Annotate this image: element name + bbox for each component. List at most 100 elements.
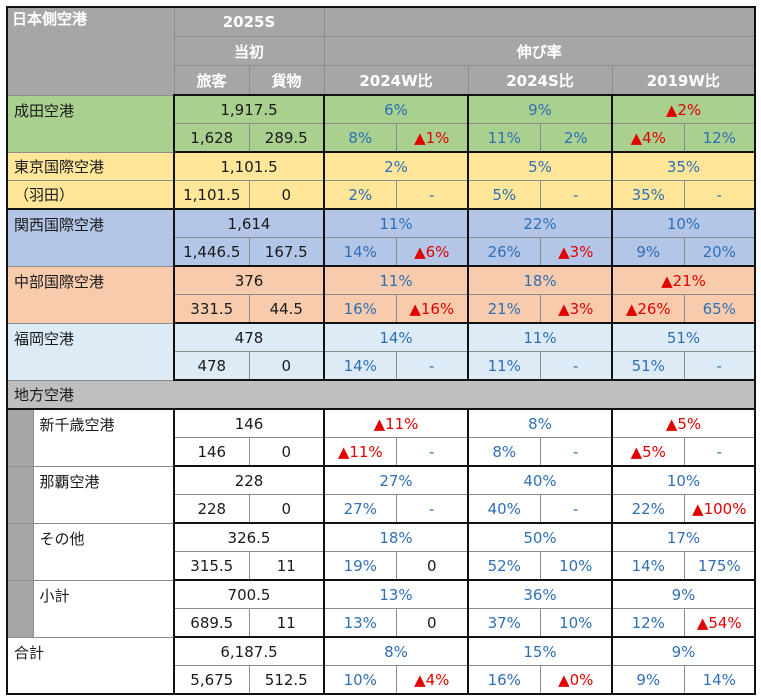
- table-row: （羽田） 1,101.5 0 2% -5% -35% -: [6, 180, 757, 210]
- growth-s24-cell: 11%: [467, 322, 614, 352]
- growth-w24-passenger-cell: 14%: [323, 351, 397, 381]
- airport-name: 東京国際空港: [6, 151, 175, 181]
- total-cell: 478: [173, 322, 326, 352]
- cargo-cell: 0: [248, 494, 326, 524]
- growth-s24-passenger-cell: 16%: [467, 665, 541, 695]
- growth-w19-passenger-cell: 12%: [611, 608, 685, 638]
- table-row: 福岡空港 478 14% 11% 51%: [6, 322, 757, 381]
- cargo-cell: 11: [248, 608, 326, 638]
- growth-w24-cargo-cell: -: [395, 437, 470, 467]
- growth-w19-cargo-cell: 175%: [683, 551, 757, 581]
- table-row: 中部国際空港 376 11% 18% ▲21%: [6, 265, 757, 324]
- growth-s24-cell: 18%: [467, 265, 614, 295]
- growth-w19-cell: ▲2%: [611, 94, 757, 124]
- growth-w24-cell: 18%: [323, 522, 470, 552]
- growth-s24-cell: 9%: [467, 94, 614, 124]
- growth-w24-cargo-cell: -: [395, 494, 470, 524]
- growth-w24-passenger-cell: 14%: [323, 237, 397, 267]
- growth-s24-cargo-cell: 2%: [539, 123, 614, 153]
- cargo-cell: 289.5: [248, 123, 326, 153]
- growth-w19-cell: 17%: [611, 522, 757, 552]
- growth-s24-passenger-cell: 5%: [467, 180, 541, 210]
- header-cargo: 貨物: [248, 65, 325, 96]
- airport-name: 成田空港: [6, 94, 175, 153]
- growth-s24-cargo-cell: -: [539, 437, 614, 467]
- airport-growth-table: 日本側空港 2025S 当初 伸び率 旅客 貨物 2024W比 2024S比 2…: [6, 6, 757, 695]
- table-row: 331.5 44.5 16% ▲16% 21% ▲3% ▲26% 65%: [7, 294, 757, 324]
- passenger-cell: 689.5: [173, 608, 250, 638]
- passenger-cell: 146: [173, 437, 250, 467]
- growth-w19-cell: 9%: [611, 636, 757, 666]
- growth-w24-cargo-cell: -: [395, 180, 470, 210]
- growth-w19-cell: 51%: [611, 322, 757, 352]
- growth-s24-passenger-cell: 21%: [467, 294, 541, 324]
- growth-w24-cargo-cell: ▲4%: [395, 665, 470, 695]
- table-row: 228 0 27% -40% -22% ▲100%: [7, 494, 757, 524]
- table-row: 1,628 289.5 8% ▲1% 11% 2% ▲4% 12%: [7, 123, 757, 153]
- indent-cell: [6, 522, 34, 581]
- total-cell: 1,101.5: [173, 151, 326, 181]
- growth-w19-passenger-cell: 51%: [611, 351, 685, 381]
- growth-w19-cargo-cell: 20%: [683, 237, 757, 267]
- table-row: 5,675 512.5 10% ▲4% 16% ▲0% 9% 14%: [7, 665, 757, 695]
- growth-w24-cargo-cell: 0: [395, 551, 470, 581]
- header-airport-label: 日本側空港: [6, 6, 175, 96]
- growth-s24-cargo-cell: -: [539, 351, 614, 381]
- total-cell: 700.5: [173, 579, 326, 609]
- table-row: 合計 6,187.5 8% 15% 9%: [6, 636, 757, 695]
- growth-s24-cargo-cell: ▲0%: [539, 665, 614, 695]
- growth-s24-passenger-cell: 26%: [467, 237, 541, 267]
- growth-w19-passenger-cell: 14%: [611, 551, 685, 581]
- growth-w24-passenger-cell: 19%: [323, 551, 397, 581]
- growth-s24-cell: 36%: [467, 579, 614, 609]
- growth-w19-cargo-cell: -: [683, 351, 757, 381]
- growth-s24-cell: 5%: [467, 151, 614, 181]
- growth-w19-cargo-cell: 12%: [683, 123, 757, 153]
- cargo-cell: 167.5: [248, 237, 326, 267]
- growth-w24-cargo-cell: ▲1%: [395, 123, 470, 153]
- airport-name: 福岡空港: [6, 322, 175, 381]
- total-cell: 146: [173, 408, 326, 438]
- airport-name: 中部国際空港: [6, 265, 175, 324]
- table-row: 新千歳空港 146 ▲11% 8% ▲5%: [6, 408, 757, 467]
- total-cell: 1,917.5: [173, 94, 326, 124]
- growth-w19-cargo-cell: 65%: [683, 294, 757, 324]
- growth-w24-passenger-cell: 16%: [323, 294, 397, 324]
- growth-s24-cargo-cell: -: [539, 494, 614, 524]
- total-cell: 6,187.5: [173, 636, 326, 666]
- total-cell: 326.5: [173, 522, 326, 552]
- header-row-3: 旅客 貨物 2024W比 2024S比 2019W比: [7, 65, 756, 96]
- growth-w19-cell: ▲5%: [611, 408, 757, 438]
- growth-w24-cargo-cell: ▲16%: [395, 294, 470, 324]
- growth-s24-cargo-cell: -: [539, 180, 614, 210]
- growth-s24-passenger-cell: 37%: [467, 608, 541, 638]
- growth-w19-passenger-cell: 9%: [611, 237, 685, 267]
- passenger-cell: 228: [173, 494, 250, 524]
- growth-w24-passenger-cell: 13%: [323, 608, 397, 638]
- growth-w24-cell: 11%: [323, 265, 470, 295]
- growth-s24-cell: 8%: [467, 408, 614, 438]
- header-vs-2024w: 2024W比: [323, 65, 469, 96]
- growth-w19-cell: 10%: [611, 208, 757, 238]
- growth-w24-cargo-cell: 0: [395, 608, 470, 638]
- header-initial: 当初: [173, 36, 325, 66]
- growth-s24-cell: 40%: [467, 465, 614, 495]
- passenger-cell: 315.5: [173, 551, 250, 581]
- cargo-cell: 11: [248, 551, 326, 581]
- growth-w19-passenger-cell: 9%: [611, 665, 685, 695]
- header-row-2: 当初 伸び率: [7, 36, 756, 66]
- growth-s24-passenger-cell: 11%: [467, 123, 541, 153]
- growth-s24-cargo-cell: ▲3%: [539, 237, 614, 267]
- growth-w19-passenger-cell: ▲4%: [611, 123, 685, 153]
- growth-s24-passenger-cell: 40%: [467, 494, 541, 524]
- table-row: 小計 700.5 13% 36% 9%: [6, 579, 757, 638]
- growth-w19-cell: 10%: [611, 465, 757, 495]
- airport-name: 小計: [32, 579, 175, 638]
- header-row-1: 日本側空港 2025S: [6, 6, 756, 96]
- table-row: 146 0 ▲11% -8% - ▲5% -: [7, 437, 757, 467]
- growth-w19-passenger-cell: ▲26%: [611, 294, 685, 324]
- table-row: 689.5 11 13% 0 37% 10% 12% ▲54%: [7, 608, 757, 638]
- growth-w24-cell: 27%: [323, 465, 470, 495]
- airport-name: その他: [32, 522, 175, 581]
- growth-w24-cell: 11%: [323, 208, 470, 238]
